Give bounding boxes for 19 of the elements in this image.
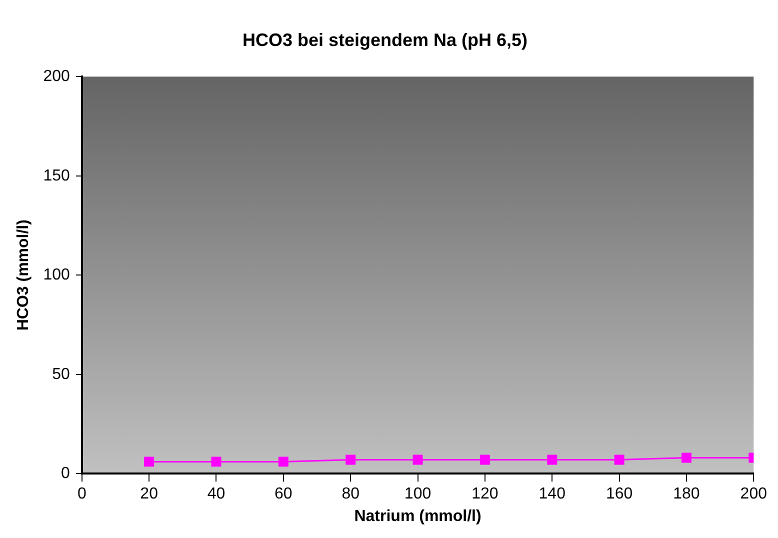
x-tick-label: 100 <box>404 486 432 503</box>
x-tick-label: 80 <box>342 486 360 503</box>
x-tick-label: 140 <box>538 486 566 503</box>
x-axis-title: Natrium (mmol/l) <box>354 508 482 525</box>
y-tick-label: 150 <box>43 167 70 184</box>
x-tick-label: 120 <box>472 486 498 503</box>
x-tick-label: 0 <box>77 486 86 503</box>
y-tick-label: 0 <box>60 465 70 482</box>
y-tick-label: 200 <box>43 68 70 86</box>
y-tick-label: 50 <box>52 366 70 383</box>
y-axis-title: HCO3 (mmol/l) <box>15 220 32 331</box>
x-tick-label: 60 <box>274 486 292 503</box>
x-tick-label: 20 <box>140 486 158 503</box>
x-tick-label: 200 <box>740 486 768 503</box>
x-tick-label: 160 <box>606 486 633 503</box>
y-tick-label: 100 <box>43 266 70 284</box>
x-tick-label: 180 <box>673 486 700 503</box>
chart-title: HCO3 bei steigendem Na (pH 6,5) <box>242 30 528 50</box>
x-tick-label: 40 <box>207 486 226 503</box>
